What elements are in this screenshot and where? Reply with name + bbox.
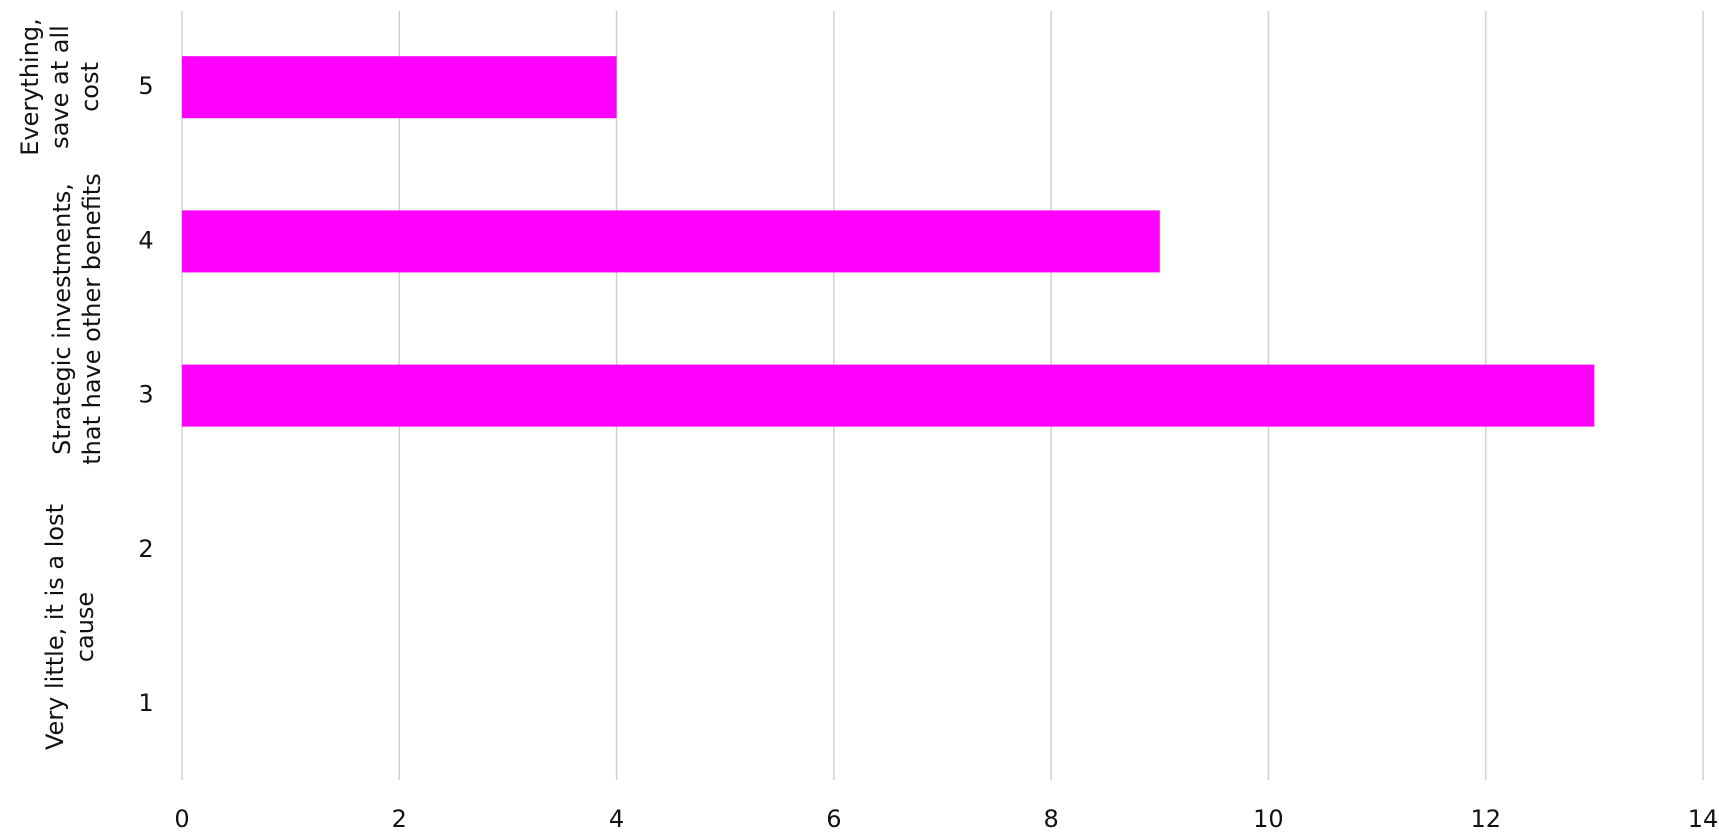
x-tick-label: 6 xyxy=(826,805,841,832)
bar xyxy=(182,364,1595,427)
x-tick-label: 8 xyxy=(1044,805,1059,832)
group-label: Very little, it is a lost cause xyxy=(41,503,99,750)
bar xyxy=(182,56,617,119)
x-tick-label: 14 xyxy=(1688,805,1719,832)
y-tick-label: 1 xyxy=(138,689,153,717)
y-tick-label: 4 xyxy=(138,226,153,254)
group-label: Everything, save at all cost xyxy=(16,18,104,156)
x-tick-label: 12 xyxy=(1470,805,1501,832)
x-tick-label: 4 xyxy=(609,805,624,832)
y-tick-label: 5 xyxy=(138,72,153,100)
x-tick-label: 2 xyxy=(392,805,407,832)
bar xyxy=(182,210,1160,273)
y-tick-label: 3 xyxy=(138,381,153,409)
x-tick-label: 10 xyxy=(1253,805,1284,832)
group-label: Strategic investments, that have other b… xyxy=(48,172,106,465)
y-tick-label: 2 xyxy=(138,535,153,563)
x-tick-label: 0 xyxy=(174,805,189,832)
